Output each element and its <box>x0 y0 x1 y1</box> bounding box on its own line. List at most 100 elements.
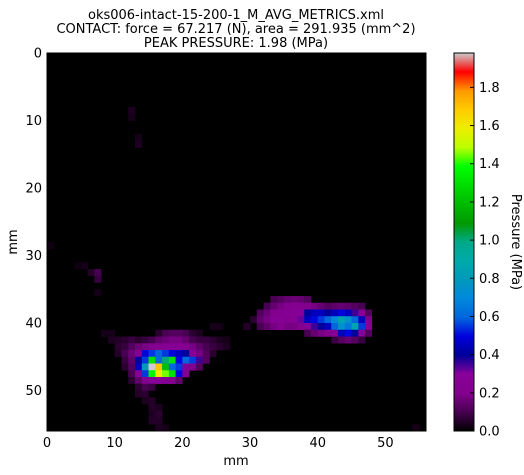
heatmap-cell <box>168 350 176 358</box>
heatmap-cell <box>148 350 156 358</box>
heatmap-cell <box>270 309 278 317</box>
heatmap-cell <box>134 363 143 371</box>
heatmap-cell <box>344 309 352 317</box>
heatmap-cell <box>175 343 183 351</box>
heatmap-cell <box>304 323 312 331</box>
heatmap-cell <box>202 356 210 364</box>
heatmap-cell <box>175 350 183 358</box>
heatmap-cell <box>155 363 163 371</box>
heatmap-cell <box>338 323 346 331</box>
heatmap-cell <box>351 302 359 310</box>
heatmap-cell <box>94 289 102 297</box>
heatmap-cell <box>141 383 149 391</box>
x-axis-label: mm <box>223 454 248 469</box>
heatmap-cell <box>155 370 163 378</box>
heatmap-cell <box>290 302 298 310</box>
y-tick-label: 20 <box>25 182 42 197</box>
colorbar-tick-label: 1.4 <box>479 157 500 172</box>
heatmap-cell <box>189 363 197 371</box>
heatmap-cell <box>182 370 190 378</box>
heatmap-cell <box>134 390 143 398</box>
heatmap-cell <box>175 363 183 371</box>
heatmap-cell <box>412 424 420 432</box>
y-tick-label: 40 <box>25 317 42 332</box>
heatmap-cell <box>310 302 319 310</box>
heatmap-cell <box>107 336 115 344</box>
heatmap-cell <box>141 363 149 371</box>
heatmap-cell <box>189 350 197 358</box>
heatmap-cell <box>162 363 170 371</box>
heatmap-cell <box>128 363 136 371</box>
heatmap-cell <box>134 140 143 148</box>
y-tick-label: 30 <box>25 249 42 264</box>
heatmap-cell <box>168 356 176 364</box>
heatmap-cell <box>317 309 325 317</box>
heatmap-cell <box>338 309 346 317</box>
heatmap-cell <box>290 296 298 304</box>
heatmap-cell <box>283 302 291 310</box>
heatmap-cell <box>175 377 183 385</box>
heatmap-cell <box>256 316 264 324</box>
heatmap-cell <box>270 323 278 331</box>
heatmap-cell <box>358 329 366 337</box>
heatmap-cell <box>162 370 170 378</box>
heatmap-cell <box>114 343 122 351</box>
heatmap-cell <box>134 343 143 351</box>
x-tick-label: 0 <box>43 436 51 451</box>
heatmap-cell <box>324 316 332 324</box>
heatmap-cell <box>290 309 298 317</box>
heatmap-cell <box>277 323 285 331</box>
heatmap-cell <box>148 363 156 371</box>
heatmap-cell <box>331 336 339 344</box>
heatmap-cell <box>128 343 136 351</box>
heatmap-cell <box>310 323 319 331</box>
heatmap-cell <box>270 316 278 324</box>
heatmap-cell <box>155 343 163 351</box>
heatmap-cell <box>141 397 149 405</box>
heatmap-cell <box>175 370 183 378</box>
heatmap-cell <box>216 336 224 344</box>
heatmap-cell <box>182 336 190 344</box>
heatmap-cell <box>128 377 136 385</box>
x-tick-label: 40 <box>309 436 326 451</box>
heatmap-cell <box>195 356 203 364</box>
heatmap-cell <box>263 309 271 317</box>
heatmap-cell <box>128 350 136 358</box>
heatmap-cell <box>114 336 122 344</box>
heatmap-cell <box>134 356 143 364</box>
heatmap-cell <box>148 377 156 385</box>
heatmap-cell <box>148 417 156 425</box>
heatmap-cell <box>87 269 95 277</box>
heatmap-cell <box>338 316 346 324</box>
heatmap-cell <box>351 323 359 331</box>
heatmap-cell <box>297 296 305 304</box>
heatmap-cell <box>277 302 285 310</box>
heatmap-cell <box>310 316 319 324</box>
heatmap-cell <box>134 336 143 344</box>
heatmap-cell <box>175 356 183 364</box>
x-axis-ticks: 0 10 20 30 40 50 <box>43 53 394 451</box>
heatmap-cell <box>141 343 149 351</box>
heatmap-cell <box>202 336 210 344</box>
heatmap-cell <box>121 336 129 344</box>
heatmap-cell <box>94 275 102 283</box>
heatmap-cell <box>168 377 176 385</box>
heatmap-cell <box>168 336 176 344</box>
heatmap-cell <box>216 323 224 331</box>
colorbar-tick-label: 0.4 <box>479 348 500 363</box>
heatmap-cell <box>243 323 251 331</box>
heatmap-cell <box>134 134 143 142</box>
heatmap-cell <box>351 336 359 344</box>
heatmap-cell <box>283 316 291 324</box>
heatmap-cell <box>277 296 285 304</box>
colorbar-tick-label: 1.0 <box>479 234 500 249</box>
heatmap-cell <box>195 329 203 337</box>
heatmap-cell <box>195 336 203 344</box>
colorbar <box>453 52 475 432</box>
heatmap-cell <box>128 113 136 121</box>
heatmap-cell <box>168 343 176 351</box>
heatmap-cell <box>182 343 190 351</box>
heatmap-cell <box>222 343 231 351</box>
heatmap-cell <box>121 350 129 358</box>
